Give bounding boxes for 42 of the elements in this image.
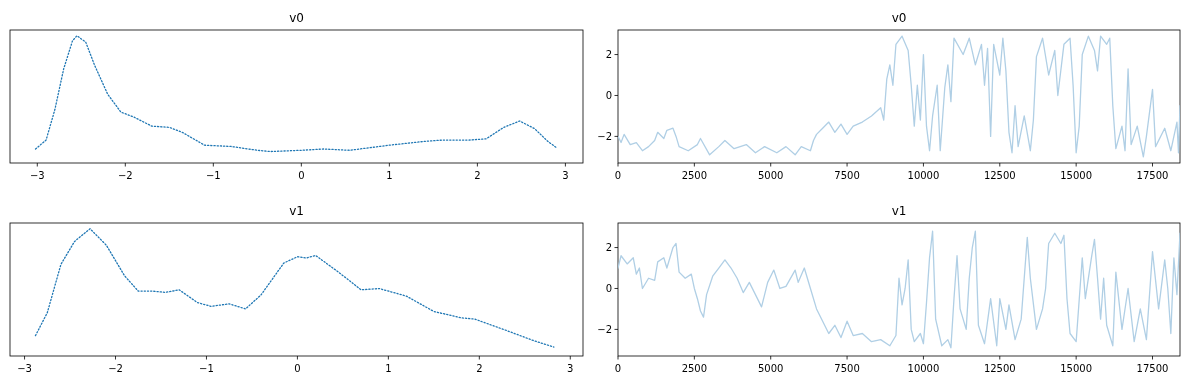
x-tick-label: 7500 — [834, 170, 860, 181]
line-series — [618, 230, 1180, 349]
x-tick-label: 10000 — [907, 363, 940, 374]
y-tick-label: −2 — [597, 323, 612, 335]
x-tick-label: −2 — [117, 170, 133, 181]
chart-title: v1 — [289, 204, 304, 218]
x-tick-label: 2 — [476, 363, 483, 374]
y-tick-label: 0 — [605, 89, 612, 101]
x-tick-label: 2500 — [681, 363, 708, 374]
x-tick-label: −1 — [205, 170, 221, 181]
x-tick-label: −3 — [17, 363, 32, 374]
x-tick-label: 1 — [385, 363, 392, 374]
x-tick-label: 12500 — [983, 170, 1016, 181]
x-tick-label: 2500 — [681, 170, 708, 181]
line-series — [618, 35, 1180, 158]
x-tick-label: 10000 — [907, 170, 940, 181]
x-tick-label: 7500 — [834, 363, 860, 374]
y-tick-label: 0 — [605, 282, 612, 294]
x-tick-label: 5000 — [757, 170, 784, 181]
y-tick-label: −2 — [597, 130, 612, 142]
x-tick-label: 5000 — [757, 363, 784, 374]
x-tick-label: 0 — [614, 170, 622, 181]
x-tick-label: 17500 — [1136, 170, 1169, 181]
x-tick-label: 0 — [614, 363, 622, 374]
x-tick-label: −2 — [108, 363, 123, 374]
chart-title: v0 — [289, 11, 304, 25]
chart-title: v1 — [891, 204, 907, 218]
x-tick-label: 3 — [567, 363, 574, 374]
chart-title: v0 — [891, 11, 907, 25]
x-tick-label: 15000 — [1060, 363, 1093, 374]
x-tick-label: 17500 — [1136, 363, 1169, 374]
x-tick-label: 1 — [386, 170, 393, 181]
x-tick-label: −3 — [29, 170, 45, 181]
x-tick-label: 2 — [474, 170, 481, 181]
x-tick-label: 0 — [294, 363, 301, 374]
x-tick-label: 12500 — [983, 363, 1016, 374]
x-tick-label: 3 — [562, 170, 569, 181]
x-tick-label: 0 — [298, 170, 305, 181]
y-tick-label: 2 — [605, 242, 612, 254]
x-tick-label: −1 — [199, 363, 214, 374]
y-tick-label: 2 — [605, 49, 612, 61]
x-tick-label: 15000 — [1060, 170, 1093, 181]
